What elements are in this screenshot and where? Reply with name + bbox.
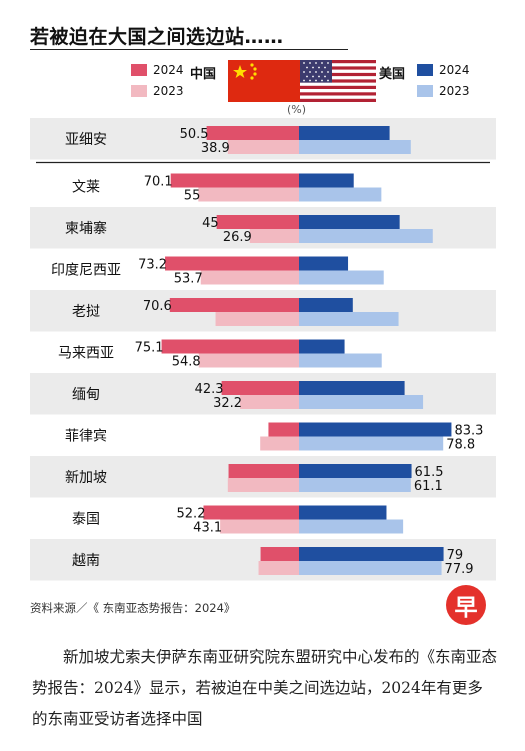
- bar-china-2024: [228, 464, 299, 478]
- legend-china-2023: 2023: [131, 84, 184, 98]
- data-label-china-2024: 75.1: [135, 341, 164, 356]
- category-label: 印度尼西亚: [51, 262, 121, 278]
- chart-area: 亚细安 50.538.9 文莱 70.1 55 柬埔寨 45 26.9 印度尼西亚 73.2 53.…: [30, 118, 496, 581]
- legend-label-us-2023: 2023: [439, 84, 470, 98]
- legend-country-china: 中国: [190, 67, 217, 82]
- legend-china-2024: 2024: [131, 63, 184, 77]
- bar-china-2024: [165, 256, 299, 271]
- category-label: 老挝: [72, 304, 100, 320]
- bar-us-2024: [299, 422, 452, 437]
- legend-swatch-us-2023: [417, 85, 433, 97]
- category-label: 亚细安: [65, 132, 107, 148]
- bar-us-2024: [299, 505, 387, 520]
- category-label: 新加坡: [65, 470, 107, 486]
- data-label-china-2024: 70.6: [143, 299, 172, 314]
- data-label-china-2024: 73.2: [138, 258, 167, 273]
- bar-us-2023: [299, 270, 384, 285]
- data-label-china-2024: 52.2: [177, 507, 206, 522]
- bar-us-2024: [299, 381, 405, 395]
- bar-china-2023: [198, 187, 299, 202]
- bar-us-2023: [299, 561, 442, 575]
- data-label-china-2023: 55: [184, 189, 201, 204]
- bar-china-2024: [161, 339, 299, 354]
- article-caption: 新加坡尤索夫伊萨东南亚研究院东盟研究中心发布的《东南亚态势报告：2024》显示，…: [32, 648, 498, 728]
- bar-china-2023: [227, 478, 299, 492]
- data-label-china-2024: 50.5: [180, 127, 209, 142]
- bar-us-2023: [299, 478, 411, 492]
- data-label-us-2023: 78.8: [446, 438, 475, 453]
- category-label: 泰国: [72, 511, 100, 527]
- data-label-us-2024: 83.3: [454, 424, 483, 439]
- data-label-us-2024: 79: [447, 548, 464, 563]
- legend-swatch-china-2023: [131, 85, 147, 97]
- bar-china-2024: [260, 547, 299, 561]
- bar-china-2023: [200, 270, 299, 285]
- bar-china-2024: [170, 173, 299, 188]
- category-label: 柬埔寨: [65, 220, 107, 237]
- bar-china-2024: [206, 126, 299, 140]
- bar-us-2024: [299, 339, 345, 354]
- category-label: 越南: [72, 553, 100, 569]
- legend-swatch-china-2024: [131, 64, 147, 76]
- legend-us-2023: 2023: [417, 84, 470, 98]
- bar-china-2023: [215, 312, 299, 326]
- data-label-china-2023: 32.2: [213, 396, 242, 411]
- bar-us-2024: [299, 173, 354, 188]
- data-label-china-2023: 43.1: [193, 521, 222, 536]
- bar-china-2024: [268, 422, 299, 437]
- data-label-us-2023: 61.1: [414, 479, 443, 494]
- bar-us-2024: [299, 256, 349, 271]
- zaobao-logo: 早: [446, 585, 486, 625]
- bar-china-2023: [258, 561, 299, 575]
- legend-us-2024: 2024: [417, 63, 470, 77]
- data-label-us-2024: 61.5: [415, 465, 444, 480]
- data-label-china-2024: 70.1: [144, 175, 173, 190]
- legend-swatch-us-2024: [417, 64, 433, 76]
- bar-us-2023: [299, 519, 404, 534]
- bar-us-2024: [299, 215, 400, 229]
- data-label-china-2023: 53.7: [174, 272, 203, 287]
- bar-us-2023: [299, 312, 399, 326]
- legend-label-china-2024: 2024: [153, 63, 184, 77]
- bar-china-2024: [221, 381, 299, 395]
- category-label: 菲律宾: [65, 428, 107, 444]
- category-label: 马来西亚: [58, 345, 114, 361]
- bar-us-2023: [299, 140, 411, 154]
- bar-us-2023: [299, 229, 433, 243]
- data-label-china-2023: 38.9: [201, 141, 230, 156]
- bar-china-2023: [260, 436, 299, 451]
- legend-label-us-2024: 2024: [439, 63, 470, 77]
- bar-us-2023: [299, 436, 444, 451]
- bar-china-2023: [249, 229, 299, 243]
- bar-china-2023: [220, 519, 299, 534]
- unit-label: (%): [287, 103, 307, 116]
- bar-us-2024: [299, 126, 390, 140]
- bar-china-2023: [240, 395, 299, 409]
- bar-china-2023: [198, 353, 299, 368]
- category-label: 文莱: [72, 179, 100, 195]
- bar-china-2024: [203, 505, 299, 520]
- data-label-china-2023: 26.9: [223, 230, 252, 245]
- data-label-china-2024: 42.3: [195, 382, 224, 397]
- bar-us-2023: [299, 395, 424, 409]
- legend-country-us: 美国: [379, 67, 406, 82]
- bar-us-2024: [299, 547, 444, 561]
- data-label-us-2023: 77.9: [445, 562, 474, 577]
- bar-china-2024: [169, 298, 299, 312]
- chart-title: 若被迫在大国之间选边站……: [30, 26, 284, 48]
- china-flag-icon: [228, 60, 300, 102]
- title-underline: [30, 49, 348, 50]
- bar-us-2023: [299, 187, 382, 202]
- data-label-china-2023: 54.8: [172, 355, 201, 370]
- bar-us-2024: [299, 464, 412, 478]
- bar-us-2024: [299, 298, 353, 312]
- bar-china-2024: [216, 215, 299, 229]
- bar-us-2023: [299, 353, 382, 368]
- source-note: 资料来源／《 东南亚态势报告：2024》: [30, 601, 236, 615]
- bar-china-2023: [227, 140, 299, 154]
- category-label: 缅甸: [72, 387, 100, 403]
- us-flag-icon: [300, 60, 376, 102]
- legend-label-china-2023: 2023: [153, 84, 184, 98]
- data-label-china-2024: 45: [202, 216, 219, 231]
